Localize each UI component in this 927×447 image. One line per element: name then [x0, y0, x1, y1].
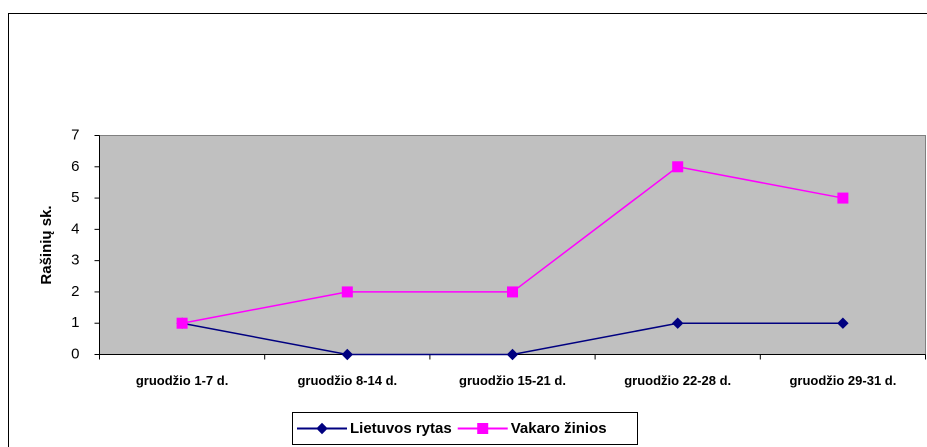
- data-point: [176, 317, 188, 329]
- data-point: [341, 348, 354, 361]
- x-tick-label: gruodžio 8-14 d.: [297, 373, 397, 388]
- y-tick-label: 2: [71, 283, 79, 300]
- y-tick-label: 0: [71, 345, 79, 362]
- legend-label: Lietuvos rytas: [350, 420, 452, 437]
- y-tick-label: 7: [71, 126, 79, 143]
- legend-label: Vakaro žinios: [511, 420, 607, 437]
- plot-area: [99, 135, 926, 355]
- x-tick-label: gruodžio 29-31 d.: [789, 373, 896, 388]
- data-point: [837, 192, 849, 204]
- data-point: [671, 317, 684, 329]
- x-tick-label: gruodžio 22-28 d.: [624, 373, 731, 388]
- y-tick-label: 6: [71, 158, 79, 175]
- y-axis-label: Rašinių sk.: [38, 205, 55, 284]
- y-tick-label: 3: [71, 252, 79, 269]
- data-point: [506, 348, 519, 361]
- y-tick-label: 1: [71, 314, 79, 331]
- y-tick-label: 4: [71, 220, 79, 237]
- legend-marker: [477, 423, 489, 434]
- data-point: [672, 161, 684, 173]
- data-point: [507, 286, 518, 298]
- data-point: [837, 317, 849, 329]
- y-tick-label: 5: [71, 189, 79, 206]
- x-tick-label: gruodžio 15-21 d.: [459, 373, 566, 388]
- x-tick-label: gruodžio 1-7 d.: [136, 373, 228, 388]
- data-point: [341, 286, 353, 298]
- legend-marker: [316, 422, 328, 435]
